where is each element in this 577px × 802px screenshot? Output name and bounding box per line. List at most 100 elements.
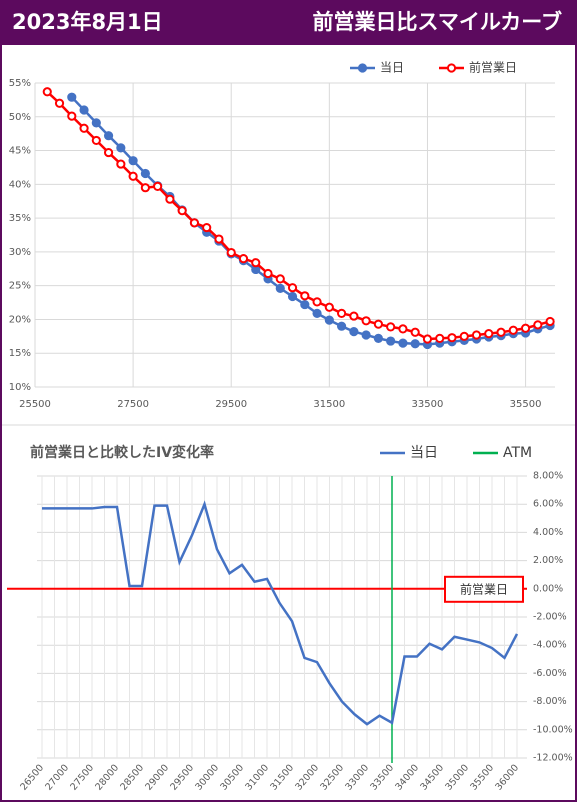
legend-label: ATM xyxy=(503,445,532,461)
legend-marker xyxy=(357,63,368,73)
marker xyxy=(202,222,212,233)
marker xyxy=(67,111,77,121)
marker xyxy=(300,291,310,301)
marker xyxy=(349,327,359,337)
y-tick-label: -6.00% xyxy=(533,668,567,679)
x-tick-label: 35500 xyxy=(510,399,542,410)
x-tick-label: 27500 xyxy=(117,399,149,410)
header-bar xyxy=(0,0,577,45)
marker xyxy=(140,168,150,179)
y-tick-label: -12.00% xyxy=(533,753,573,764)
marker xyxy=(312,297,322,307)
marker xyxy=(140,183,150,193)
marker xyxy=(214,234,224,244)
marker xyxy=(422,334,433,344)
marker xyxy=(153,181,163,191)
legend-marker xyxy=(446,63,457,73)
y-tick-label: -8.00% xyxy=(533,696,567,707)
header-date: 2023年8月1日 xyxy=(12,10,163,34)
marker xyxy=(361,316,371,326)
marker xyxy=(275,283,285,293)
marker xyxy=(177,206,187,216)
x-tick-label: 31500 xyxy=(313,399,345,410)
marker xyxy=(459,331,469,341)
marker xyxy=(324,315,334,325)
marker xyxy=(226,247,236,258)
marker xyxy=(520,323,531,333)
y-tick-label: 4.00% xyxy=(533,527,563,538)
y-tick-label: -10.00% xyxy=(533,724,573,735)
marker xyxy=(361,330,371,340)
marker xyxy=(484,329,494,339)
chart-title: 前営業日と比較したIV変化率 xyxy=(30,444,214,461)
marker xyxy=(410,339,420,349)
legend-label: 当日 xyxy=(380,61,404,75)
marker xyxy=(67,92,77,102)
marker xyxy=(128,171,138,181)
y-tick-label: 10% xyxy=(9,382,31,393)
x-tick-label: 25500 xyxy=(19,399,51,410)
marker xyxy=(386,336,396,346)
y-tick-label: 0.00% xyxy=(533,583,563,594)
series-line xyxy=(70,96,551,346)
marker xyxy=(312,308,322,318)
y-tick-label: 45% xyxy=(9,146,31,157)
marker xyxy=(324,302,334,312)
series-line xyxy=(42,500,519,726)
marker xyxy=(398,338,408,348)
marker xyxy=(386,322,396,332)
marker xyxy=(91,135,101,146)
marker xyxy=(91,118,101,128)
marker xyxy=(79,123,89,133)
marker xyxy=(545,316,555,327)
x-tick-label: 29500 xyxy=(215,399,247,410)
marker xyxy=(263,268,273,279)
marker xyxy=(496,327,506,337)
marker xyxy=(165,194,175,204)
legend-label: 前営業日 xyxy=(469,60,517,75)
marker xyxy=(116,159,126,169)
marker xyxy=(128,156,138,166)
reference-label: 前営業日 xyxy=(460,581,508,596)
marker xyxy=(300,299,310,310)
marker xyxy=(103,147,114,158)
marker xyxy=(373,319,383,329)
marker xyxy=(287,283,298,293)
y-tick-label: 15% xyxy=(9,348,31,359)
y-tick-label: 6.00% xyxy=(533,499,563,510)
marker xyxy=(116,143,126,153)
marker xyxy=(435,333,445,343)
header-title: 前営業日比スマイルカーブ xyxy=(313,10,562,34)
marker xyxy=(349,311,359,321)
y-tick-label: 25% xyxy=(9,281,31,292)
y-tick-label: -2.00% xyxy=(533,612,567,623)
x-tick-label: 33500 xyxy=(412,399,444,410)
y-tick-label: 20% xyxy=(9,314,31,325)
marker xyxy=(189,218,200,228)
marker xyxy=(337,308,347,318)
legend-label: 当日 xyxy=(410,445,438,461)
marker xyxy=(287,291,298,302)
marker xyxy=(238,254,249,264)
y-tick-label: 35% xyxy=(9,213,31,224)
y-tick-label: 2.00% xyxy=(533,555,563,566)
marker xyxy=(42,87,52,97)
reference-label-box xyxy=(444,575,524,603)
marker xyxy=(373,333,383,343)
marker xyxy=(79,105,89,115)
marker xyxy=(533,320,543,330)
marker xyxy=(251,258,261,268)
marker xyxy=(410,327,420,337)
y-tick-label: -4.00% xyxy=(533,640,567,651)
marker xyxy=(337,321,347,331)
marker xyxy=(398,324,408,334)
y-tick-label: 30% xyxy=(9,247,31,258)
y-tick-label: 55% xyxy=(9,78,31,89)
marker xyxy=(103,131,114,141)
y-tick-label: 40% xyxy=(9,179,31,190)
y-tick-label: 8.00% xyxy=(533,471,563,482)
y-tick-label: 50% xyxy=(9,112,31,123)
